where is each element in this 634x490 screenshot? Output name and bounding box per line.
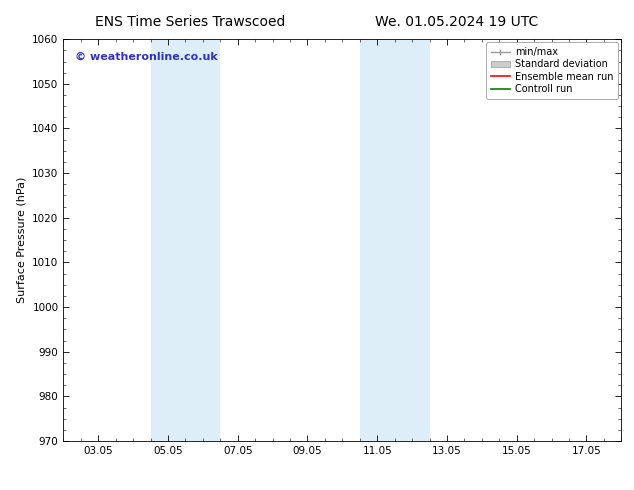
Text: We. 01.05.2024 19 UTC: We. 01.05.2024 19 UTC — [375, 15, 538, 29]
Bar — [150, 39, 221, 441]
Text: © weatheronline.co.uk: © weatheronline.co.uk — [75, 51, 217, 61]
Text: ENS Time Series Trawscoed: ENS Time Series Trawscoed — [95, 15, 285, 29]
Y-axis label: Surface Pressure (hPa): Surface Pressure (hPa) — [16, 177, 27, 303]
Bar — [359, 39, 429, 441]
Legend: min/max, Standard deviation, Ensemble mean run, Controll run: min/max, Standard deviation, Ensemble me… — [486, 42, 618, 99]
